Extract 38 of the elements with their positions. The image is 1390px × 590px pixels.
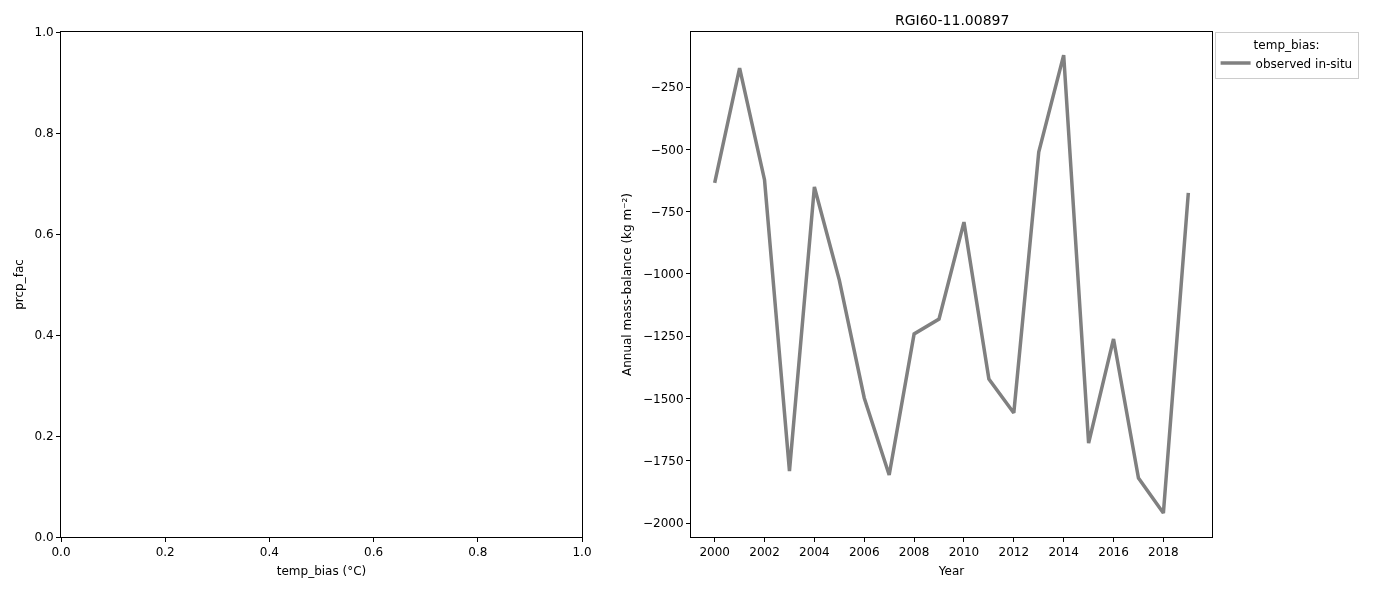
x-tick-label: 2016 [1098, 545, 1129, 560]
x-tick-label: 2004 [799, 545, 830, 560]
line-series [712, 53, 1191, 515]
y-tick-label: −1500 [643, 391, 684, 406]
y-tick-label: 1.0 [34, 25, 54, 40]
y-axis-title: Annual mass-balance (kg m⁻²) [620, 192, 635, 377]
y-tick-label: 0.6 [34, 227, 54, 242]
x-tick-label: 1.0 [572, 545, 592, 560]
x-tick-label: 2012 [998, 545, 1030, 560]
x-tick-label: 2000 [699, 545, 730, 560]
chart-title: RGI60-11.00897 [895, 12, 1010, 28]
x-axis-title: Year [937, 564, 965, 579]
x-tick-label: 2006 [848, 545, 880, 560]
x-tick-label: 0.4 [259, 545, 279, 560]
x-tick-label: 0.2 [155, 545, 175, 560]
x-axis-title: temp_bias (°C) [276, 564, 367, 579]
y-axis-title: prcp_fac [11, 259, 26, 310]
legend-title: temp_bias: [1253, 37, 1320, 52]
x-tick-label: 0.8 [468, 545, 488, 560]
y-tick-label: 0.2 [34, 429, 54, 444]
y-tick-label: −500 [650, 142, 684, 157]
y-tick-label: −250 [650, 80, 684, 95]
y-tick-label: −2000 [643, 516, 684, 531]
x-tick-label: 2014 [1048, 545, 1079, 560]
x-tick-label: 0.6 [364, 545, 384, 560]
y-tick-label: −750 [650, 204, 684, 219]
x-tick-label: 2008 [898, 545, 930, 560]
y-tick-label: −1750 [643, 453, 684, 468]
y-tick-label: 0.0 [34, 530, 54, 545]
x-tick-label: 2010 [948, 545, 980, 560]
y-tick-label: −1250 [643, 329, 684, 344]
y-tick-label: 0.4 [34, 328, 54, 343]
y-tick-label: 0.8 [34, 126, 54, 141]
y-tick-label: −1000 [643, 267, 684, 282]
x-tick-label: 2018 [1148, 545, 1179, 560]
x-tick-label: 2002 [749, 545, 780, 560]
legend-label: observed in-situ [1255, 56, 1353, 71]
x-tick-label: 0.0 [51, 545, 71, 560]
